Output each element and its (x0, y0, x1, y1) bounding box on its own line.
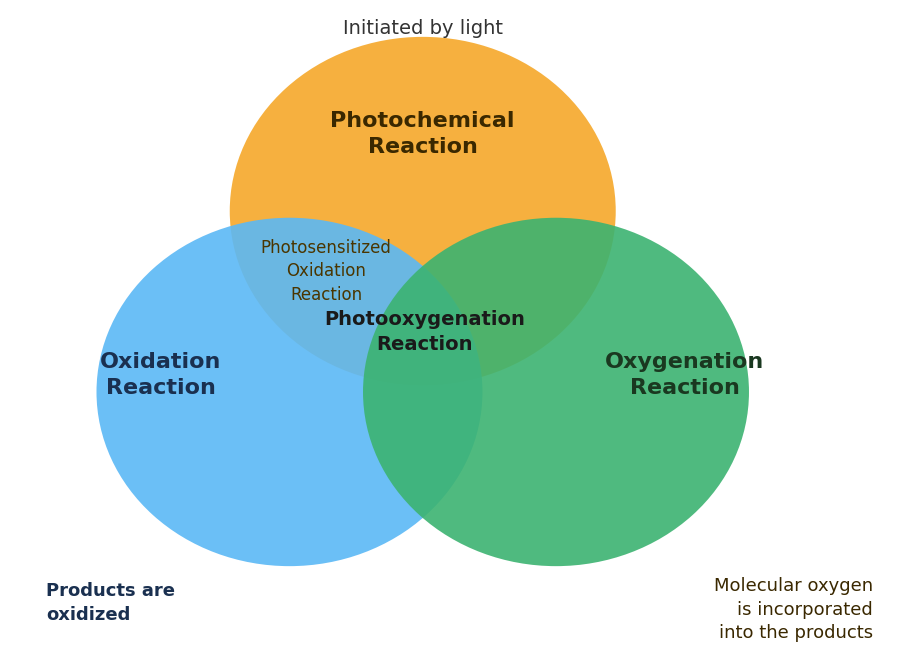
Text: Oxidation
Reaction: Oxidation Reaction (100, 352, 221, 399)
Ellipse shape (363, 218, 749, 566)
Text: Photochemical
Reaction: Photochemical Reaction (331, 111, 515, 157)
Ellipse shape (230, 37, 616, 385)
Text: Oxygenation
Reaction: Oxygenation Reaction (605, 352, 765, 399)
Text: Photooxygenation
Reaction: Photooxygenation Reaction (324, 310, 525, 354)
Text: Molecular oxygen
is incorporated
into the products: Molecular oxygen is incorporated into th… (714, 577, 873, 643)
Ellipse shape (96, 218, 482, 566)
Text: Initiated by light: Initiated by light (343, 19, 503, 38)
Text: Products are
oxidized: Products are oxidized (46, 582, 175, 624)
Text: Photosensitized
Oxidation
Reaction: Photosensitized Oxidation Reaction (261, 239, 391, 304)
